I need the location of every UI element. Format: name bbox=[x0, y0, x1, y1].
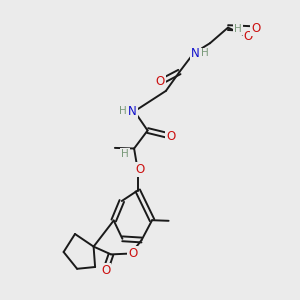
Text: H: H bbox=[121, 149, 129, 159]
Text: H: H bbox=[119, 106, 127, 116]
Text: O: O bbox=[136, 163, 145, 176]
Text: N: N bbox=[128, 105, 137, 118]
Text: O: O bbox=[167, 130, 176, 143]
Text: O: O bbox=[101, 263, 110, 277]
Text: H: H bbox=[234, 24, 242, 34]
Text: H: H bbox=[201, 48, 209, 59]
Text: O: O bbox=[251, 22, 260, 35]
Text: O: O bbox=[128, 247, 137, 260]
Text: N: N bbox=[191, 47, 200, 60]
Text: O: O bbox=[156, 75, 165, 88]
Text: O: O bbox=[244, 30, 253, 43]
